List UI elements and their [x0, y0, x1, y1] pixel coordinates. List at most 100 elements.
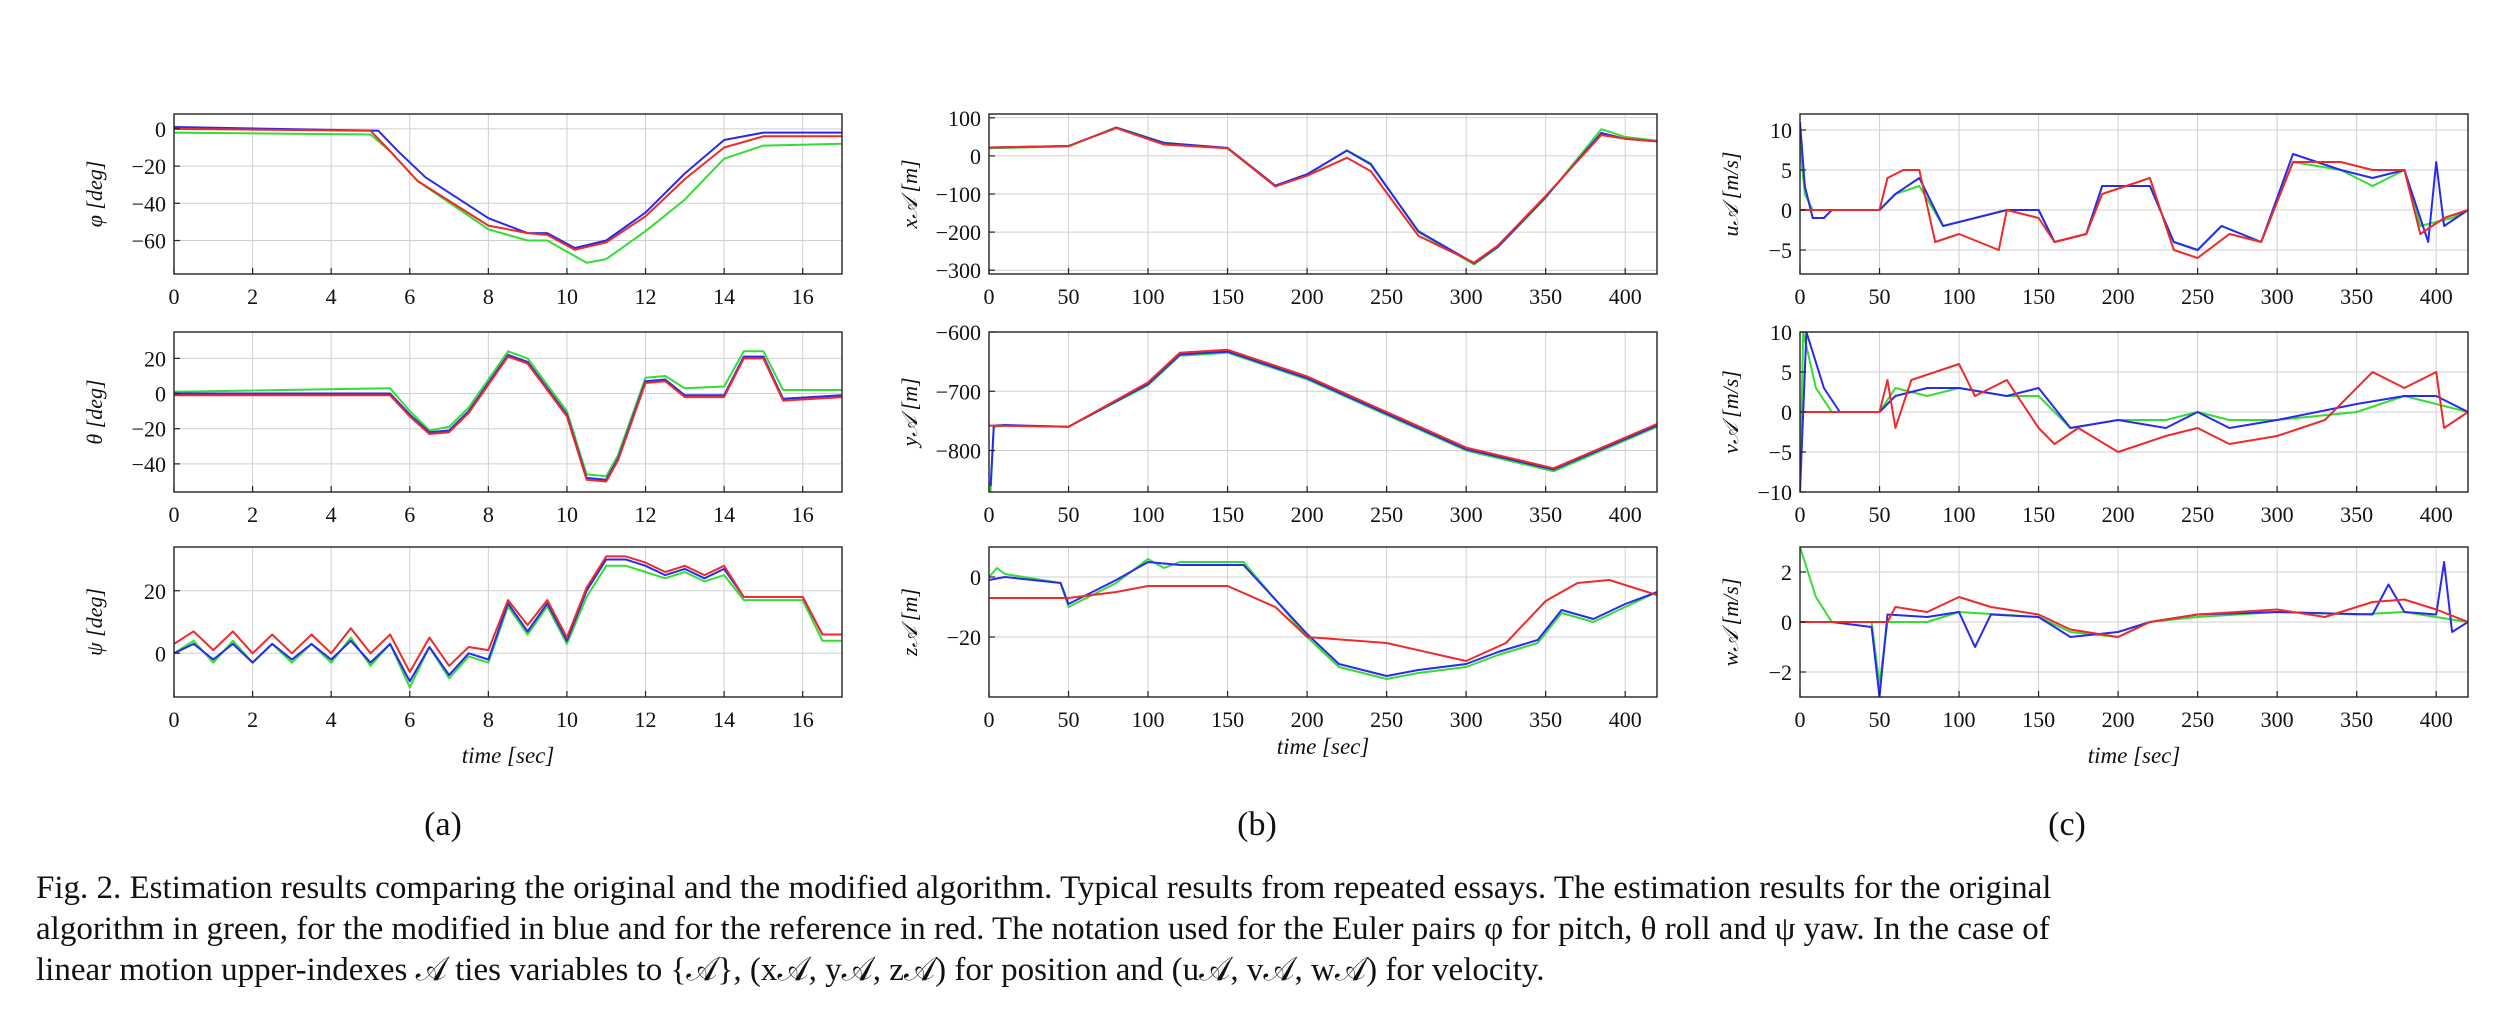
- y-tick-label: −40: [132, 452, 166, 477]
- series-line-original: [989, 351, 1657, 492]
- x-tick-label: 400: [2420, 502, 2453, 527]
- y-axis-label: u𝒜 [m/s]: [1718, 152, 1743, 237]
- series-line-reference: [989, 579, 1657, 662]
- x-tick-label: 0: [169, 502, 180, 527]
- x-tick-label: 12: [635, 502, 657, 527]
- y-tick-label: −2: [1769, 660, 1792, 685]
- x-tick-label: 100: [1132, 502, 1165, 527]
- x-tick-label: 14: [713, 707, 735, 732]
- panel-5: 0 50 100 150 200 250 300 350 400 −20 0 z𝒜 [m]: [897, 546, 1658, 732]
- y-tick-label: −600: [936, 320, 981, 345]
- series-line-modified: [989, 561, 1657, 677]
- x-tick-label: 2: [247, 284, 258, 309]
- figure-caption: Fig. 2. Estimation results comparing the…: [36, 868, 2476, 991]
- series-line-reference: [989, 348, 1657, 470]
- series-group: [1800, 332, 2468, 492]
- series-line-modified: [174, 558, 842, 683]
- y-tick-label: 0: [1781, 610, 1792, 635]
- y-axis-label: θ [deg]: [82, 379, 107, 444]
- x-tick-label: 300: [2261, 284, 2294, 309]
- y-tick-label: 2: [1781, 560, 1792, 585]
- y-axis-label: y𝒜 [m]: [897, 377, 922, 448]
- x-tick-label: 350: [2340, 284, 2373, 309]
- panel-0: 0 2 4 6 8 10 12 14 16 −60 −40 −20 0 φ [deg]: [82, 113, 843, 309]
- x-tick-label: 8: [483, 502, 494, 527]
- x-tick-label: 100: [1943, 284, 1976, 309]
- x-tick-label: 250: [1370, 284, 1403, 309]
- x-tick-label: 350: [1529, 707, 1562, 732]
- axes-frame: [988, 331, 1658, 493]
- x-tick-label: 400: [1609, 284, 1642, 309]
- y-axis-label: w𝒜 [m/s]: [1718, 578, 1743, 667]
- x-tick-label: 14: [713, 284, 735, 309]
- x-tick-label: 0: [1795, 502, 1806, 527]
- y-tick-label: 10: [1770, 320, 1792, 345]
- x-tick-label: 200: [2102, 502, 2135, 527]
- series-line-original: [1800, 145, 2468, 251]
- x-tick-label: 200: [2102, 707, 2135, 732]
- panel-1: 0 2 4 6 8 10 12 14 16 −40 −20 0 20 θ [deg]: [82, 331, 843, 527]
- x-tick-label: 0: [169, 707, 180, 732]
- series-line-modified: [1800, 121, 2468, 251]
- y-tick-label: 0: [155, 641, 166, 666]
- x-tick-label: 350: [2340, 502, 2373, 527]
- y-tick-label: 0: [155, 117, 166, 142]
- x-tick-label: 2: [247, 502, 258, 527]
- series-line-modified: [989, 126, 1657, 265]
- y-tick-label: 0: [1781, 198, 1792, 223]
- axes-frame: [173, 113, 843, 275]
- x-tick-label: 14: [713, 502, 735, 527]
- x-axis-label: time [sec]: [462, 743, 555, 768]
- x-tick-label: 350: [1529, 502, 1562, 527]
- x-tick-label: 150: [2022, 502, 2055, 527]
- x-tick-label: 8: [483, 707, 494, 732]
- y-axis-label: φ [deg]: [82, 161, 107, 228]
- x-tick-label: 150: [2022, 284, 2055, 309]
- x-tick-label: 50: [1058, 707, 1080, 732]
- x-tick-label: 6: [404, 707, 415, 732]
- series-line-reference: [174, 127, 842, 251]
- x-tick-label: 150: [1211, 707, 1244, 732]
- series-line-reference: [174, 555, 842, 673]
- x-tick-label: 12: [635, 707, 657, 732]
- x-tick-label: 0: [984, 707, 995, 732]
- y-tick-label: −10: [1758, 480, 1792, 505]
- x-tick-label: 350: [2340, 707, 2373, 732]
- panel-3: 0 50 100 150 200 250 300 350 400 −300 −200 −100 0 100…: [897, 106, 1658, 309]
- subfigure-label-c: (c): [2048, 806, 2086, 843]
- x-tick-label: 12: [635, 284, 657, 309]
- y-tick-label: −200: [936, 220, 981, 245]
- x-tick-label: 0: [1795, 707, 1806, 732]
- panel-7: 0 50 100 150 200 250 300 350 400 −10 −5 0 5 10 v𝒜 [m/s…: [1718, 320, 2469, 527]
- y-tick-label: 20: [144, 346, 166, 371]
- x-tick-label: 200: [1291, 707, 1324, 732]
- series-line-reference: [1800, 363, 2468, 453]
- x-tick-label: 4: [326, 502, 337, 527]
- x-tick-label: 150: [1211, 284, 1244, 309]
- caption-line-1: Fig. 2. Estimation results comparing the…: [36, 870, 2052, 906]
- y-tick-label: −5: [1769, 238, 1792, 263]
- x-tick-label: 100: [1132, 707, 1165, 732]
- x-tick-label: 10: [556, 502, 578, 527]
- axes-frame: [173, 546, 843, 698]
- x-tick-label: 10: [556, 284, 578, 309]
- x-tick-label: 400: [1609, 707, 1642, 732]
- x-tick-label: 100: [1943, 502, 1976, 527]
- series-group: [989, 558, 1657, 680]
- x-tick-label: 50: [1058, 502, 1080, 527]
- x-tick-label: 250: [1370, 502, 1403, 527]
- series-line-original: [174, 131, 842, 264]
- axes-frame: [173, 331, 843, 493]
- x-tick-label: 250: [2181, 707, 2214, 732]
- x-tick-label: 0: [169, 284, 180, 309]
- x-tick-label: 8: [483, 284, 494, 309]
- x-tick-label: 6: [404, 284, 415, 309]
- x-tick-label: 300: [1450, 502, 1483, 527]
- x-tick-label: 300: [1450, 707, 1483, 732]
- series-group: [1800, 121, 2468, 259]
- x-tick-label: 16: [792, 502, 814, 527]
- y-tick-label: −20: [132, 417, 166, 442]
